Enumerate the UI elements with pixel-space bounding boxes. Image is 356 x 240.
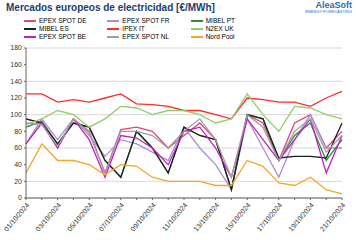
svg-text:19/10/2024: 19/10/2024 — [287, 201, 315, 232]
svg-text:120: 120 — [10, 94, 22, 101]
html-text:MIBEL ES: MIBEL ES — [39, 25, 69, 32]
html-text:AleaSoft: AleaSoft — [315, 0, 352, 10]
html-text:N2EX UK: N2EX UK — [205, 25, 234, 32]
html-text:EPEX SPOT BE: EPEX SPOT BE — [39, 33, 87, 40]
html-text:EPEX SPOT NL: EPEX SPOT NL — [122, 33, 170, 40]
svg-text:09/10/2024: 09/10/2024 — [129, 201, 157, 232]
svg-text:100: 100 — [10, 111, 22, 118]
svg-text:180: 180 — [10, 44, 22, 51]
svg-text:15/10/2024: 15/10/2024 — [224, 201, 252, 232]
svg-text:0: 0 — [18, 194, 22, 201]
svg-text:21/10/2024: 21/10/2024 — [319, 201, 347, 232]
svg-text:13/10/2024: 13/10/2024 — [192, 201, 220, 232]
html-text:EPEX SPOT FR: EPEX SPOT FR — [122, 17, 170, 24]
html-text:IPEX IT: IPEX IT — [122, 25, 145, 32]
svg-text:01/10/2024: 01/10/2024 — [8, 201, 31, 232]
svg-text:07/10/2024: 07/10/2024 — [97, 201, 125, 232]
svg-text:140: 140 — [10, 78, 22, 85]
html-text:ENERGY FORECASTING: ENERGY FORECASTING — [305, 9, 352, 14]
svg-text:40: 40 — [14, 161, 22, 168]
svg-text:11/10/2024: 11/10/2024 — [161, 201, 189, 232]
svg-text:160: 160 — [10, 61, 22, 68]
html-text:Nord Pool: Nord Pool — [205, 33, 235, 40]
svg-text:80: 80 — [14, 128, 22, 135]
html-text:EPEX SPOT DE: EPEX SPOT DE — [39, 17, 87, 24]
svg-text:03/10/2024: 03/10/2024 — [34, 201, 62, 232]
svg-text:05/10/2024: 05/10/2024 — [66, 201, 94, 232]
svg-text:20: 20 — [14, 178, 22, 185]
html-text:MIBEL PT: MIBEL PT — [205, 17, 235, 24]
svg-text:17/10/2024: 17/10/2024 — [255, 201, 283, 232]
html-text:Mercados europeos de electrici: Mercados europeos de electricidad [€/MWh… — [6, 2, 215, 13]
svg-text:60: 60 — [14, 144, 22, 151]
